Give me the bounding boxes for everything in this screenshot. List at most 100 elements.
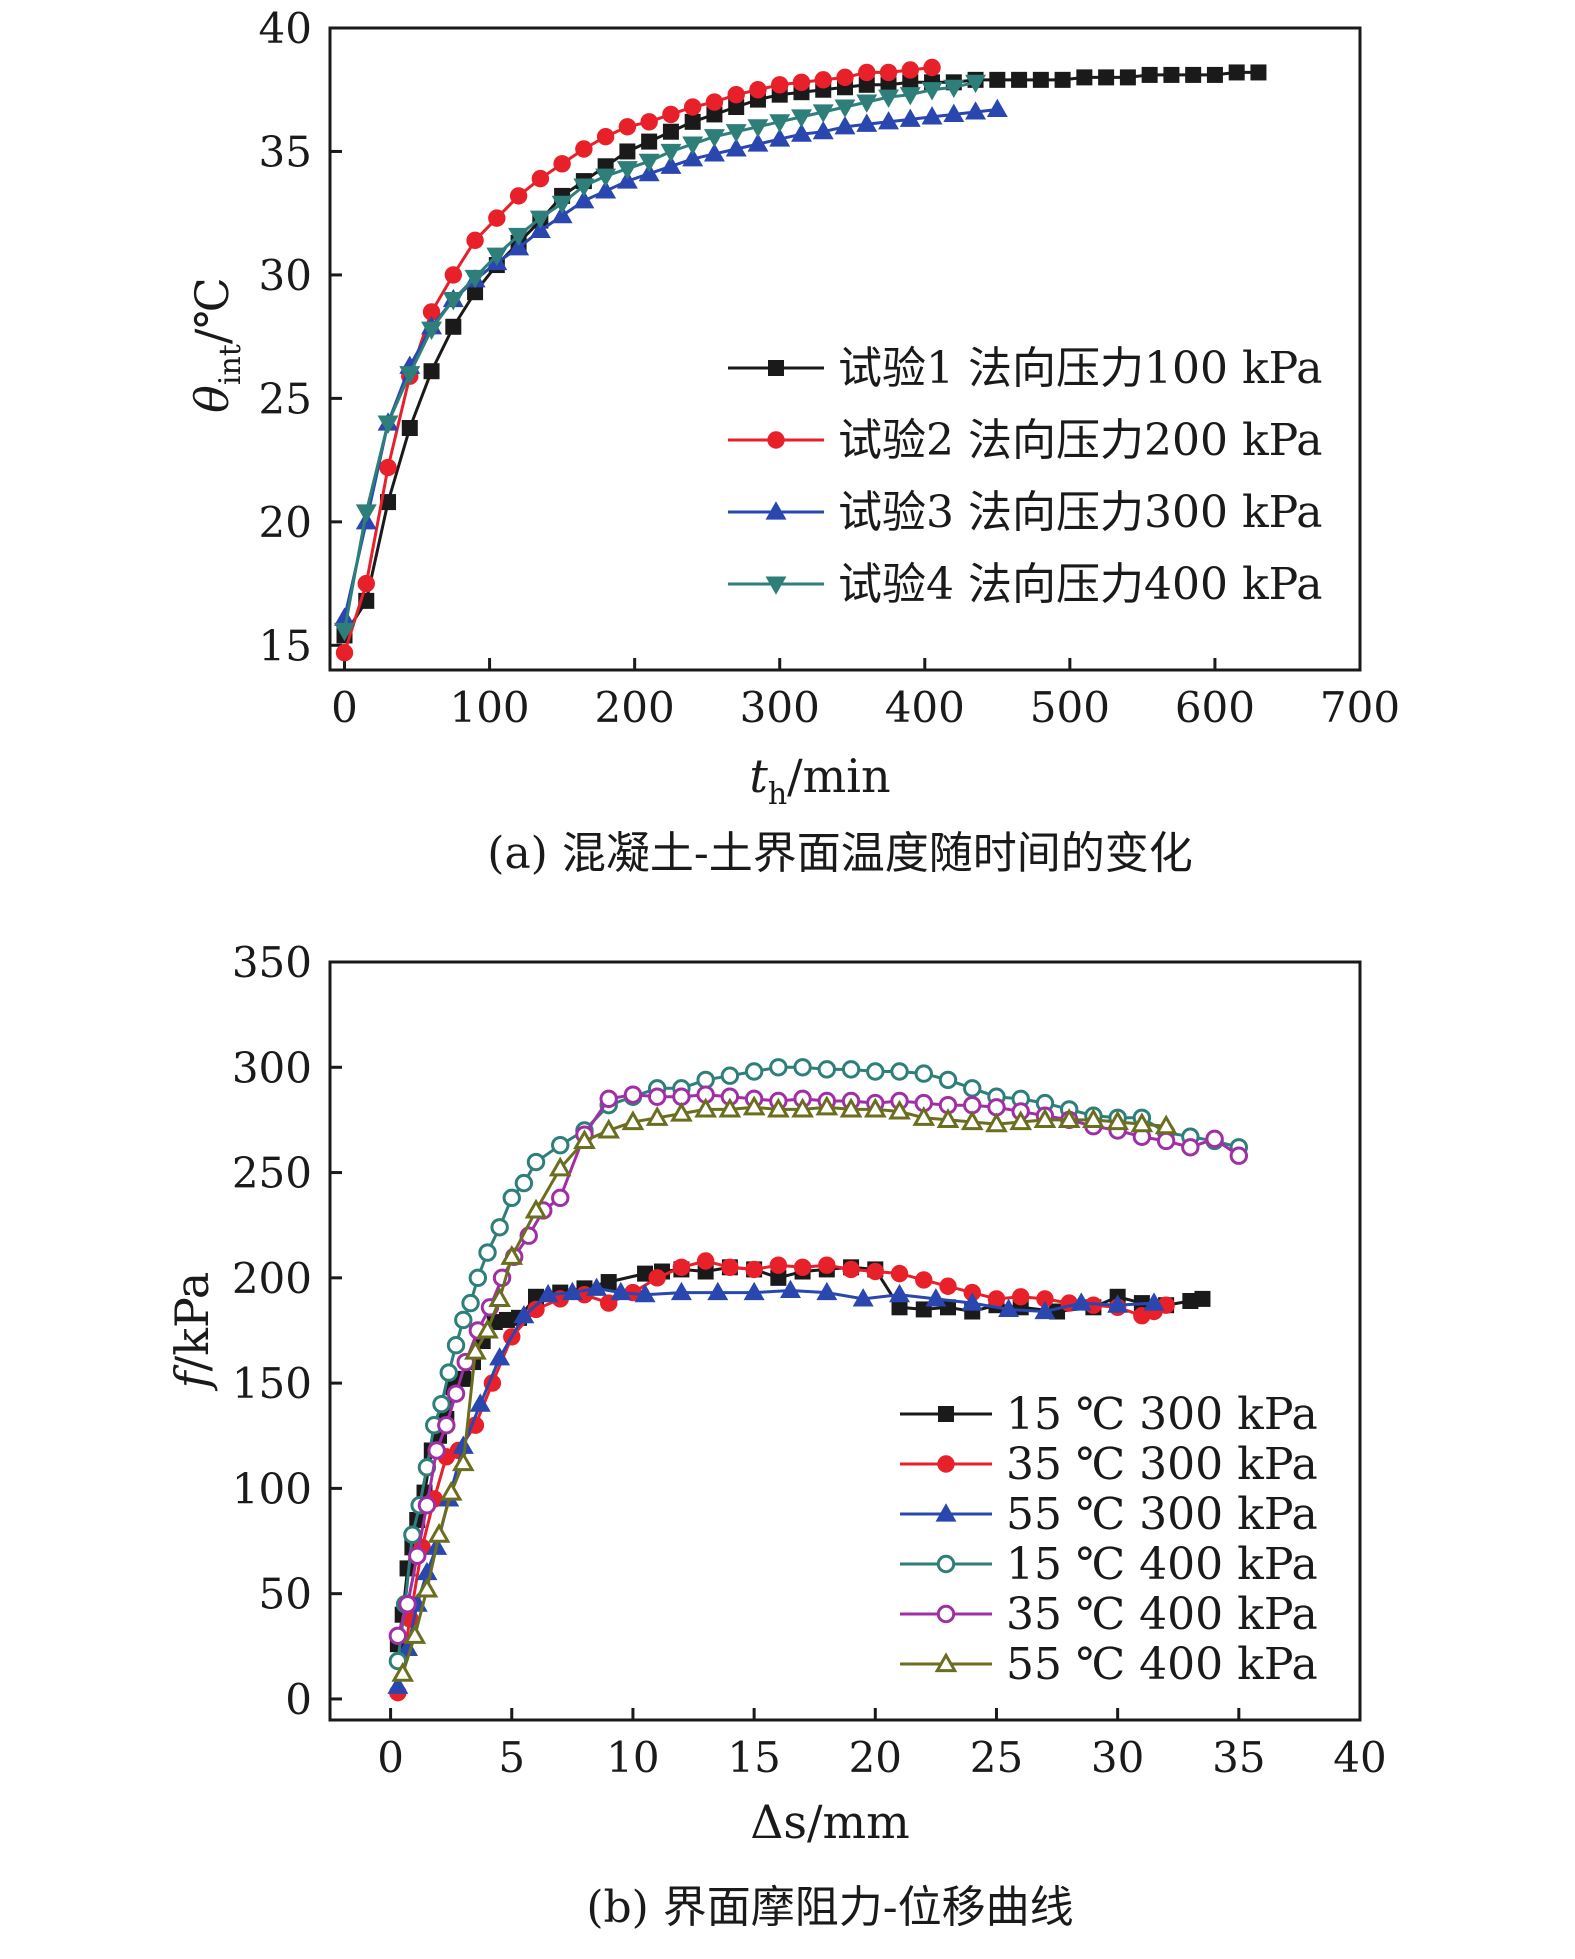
chart-b-series-4-point [914, 1064, 933, 1083]
chart-a-series-1-point [1011, 71, 1028, 88]
chart-a-series-4-point [703, 129, 725, 148]
chart-b-y-tick-label: 150 [232, 1359, 312, 1408]
chart-a-series-2-point [879, 63, 898, 82]
chart-a-x-tick-label: 600 [1175, 683, 1255, 732]
chart-b-legend-marker-3 [935, 1503, 957, 1522]
chart-a-series-4-point [682, 136, 704, 155]
chart-a-series-3-point [899, 108, 921, 127]
chart-b-series-6-point [670, 1101, 693, 1122]
chart-b-y-tick-label: 0 [285, 1675, 312, 1724]
chart-b-series-6-point [464, 1339, 487, 1360]
chart-b-series-3-point [1107, 1294, 1129, 1313]
chart-b-series-6-point [1082, 1108, 1105, 1128]
chart-b-series-4-point [478, 1243, 497, 1262]
chart-a-series-3-point [573, 190, 595, 209]
chart-b-series-6-point [597, 1118, 621, 1139]
chart-b-series-4-point [439, 1363, 458, 1382]
chart-b-series-6-point [415, 1577, 439, 1598]
chart-a-series-4-point [899, 87, 921, 106]
chart-b-series-6-point [621, 1110, 645, 1131]
chart-a-series-1-point [1206, 66, 1223, 83]
chart-b-series-3-point [387, 1675, 409, 1694]
chart-b-legend-label-3: 55 ℃ 300 kPa [1006, 1489, 1318, 1540]
chart-a-series-4-point [834, 99, 856, 118]
chart-b-legend-marker-6 [934, 1652, 958, 1673]
chart-a-series-2-point [858, 63, 876, 82]
chart-b-series-4-point [468, 1268, 488, 1288]
chart-b-x-tick-label: 40 [1333, 1733, 1386, 1782]
chart-a-series-3-point [660, 155, 682, 174]
chart-a-legend: 试验1 法向压力100 kPa 试验2 法向压力200 kPa 试验3 法向压力30… [728, 343, 1322, 610]
chart-b-series-4-line [396, 1065, 1240, 1662]
chart-b-x-tick-label: 15 [727, 1733, 780, 1782]
chart-b-series-4-point [461, 1293, 480, 1313]
chart-a-x-tick-label: 200 [595, 683, 675, 732]
chart-a-series-2-point [814, 71, 832, 89]
chart-b-series-5-point [388, 1626, 408, 1645]
chart-b-series-5-point [1156, 1131, 1176, 1151]
chart-a-plot-frame [328, 26, 1362, 672]
chart-a-series-1-point [1185, 66, 1202, 83]
chart-b-series-2-point [939, 1277, 957, 1295]
chart-a-series-1-point [1163, 66, 1180, 83]
chart-a-series-2-point [683, 98, 702, 116]
chart-a-series-3-point [725, 138, 747, 157]
chart-a-series-4-point [486, 247, 508, 266]
chart-b-series-6-point [451, 1451, 475, 1472]
chart-b-x-tick-label: 10 [606, 1733, 659, 1782]
chart-a-series-3-point [551, 204, 573, 224]
chart-b-series-6-point [742, 1095, 766, 1116]
chart-b-series-4-point [490, 1218, 509, 1237]
chart-b-series-3-point [610, 1281, 632, 1301]
chart-b-series-2-point [769, 1256, 788, 1274]
chart-b-series-3-point [670, 1281, 692, 1301]
chart-a-legend-label-2: 试验2 法向压力200 kPa [838, 415, 1322, 466]
chart-a-x-tick-label: 100 [449, 683, 529, 732]
chart-b-series-3-point [889, 1283, 911, 1303]
chart-b-series-3-point [961, 1292, 983, 1311]
chart-a-series-4-point [856, 94, 878, 113]
chart-a-series-1-point [1228, 64, 1245, 81]
chart-b-series-3-point [1034, 1300, 1056, 1320]
chart-a-caption: (a) 混凝土-土界面温度随时间的变化 [487, 828, 1192, 879]
chart-b-series-3-point [707, 1281, 729, 1301]
chart-a-legend-marker-1 [768, 360, 784, 376]
chart-a-series-3-point [616, 170, 638, 189]
chart-a-series-3-point [703, 143, 725, 162]
chart-b-x-tick-label: 35 [1212, 1733, 1265, 1782]
chart-b-series-6-point [488, 1287, 511, 1307]
chart-b-series-1-point [891, 1299, 908, 1316]
chart-b-series-3-point [743, 1281, 765, 1301]
chart-b-series-4-point [551, 1135, 570, 1155]
chart-b-y-tick-label: 50 [259, 1570, 312, 1619]
chart-b-x-tick-label: 20 [849, 1733, 902, 1782]
chart-b-series-4-point [432, 1394, 451, 1414]
chart-a-series-4 [334, 74, 987, 642]
chart-a-series-1-point [662, 123, 679, 140]
chart-b-series-3-point [1070, 1292, 1092, 1311]
chart-a-series-4-point [421, 321, 443, 341]
chart-b-series-4-point [446, 1336, 466, 1355]
chart-a-series-3-point [595, 180, 617, 199]
chart-b-series-6-point [1130, 1112, 1154, 1133]
chart-a-series-2-point [923, 58, 941, 77]
chart-b-series-5-point [427, 1441, 446, 1460]
chart-a-series-3-point [834, 116, 856, 135]
chart-a-y-tick-label: 35 [259, 127, 312, 176]
chart-b-series-6-point [548, 1156, 572, 1177]
chart-b-friction-vs-displacement: 0 5 10 15 20 25 30 35 40 0 50 100 150 200 250 300 350 15… [165, 938, 1387, 1933]
chart-b-y-tick-label: 300 [232, 1043, 312, 1092]
chart-a-series-3-point [508, 236, 530, 256]
chart-b-series-6-point [1009, 1110, 1033, 1131]
chart-a-series-4-point [442, 292, 464, 311]
chart-b-series-4-point [514, 1173, 534, 1193]
chart-b-series-3-point [1143, 1292, 1165, 1311]
chart-b-x-tick-label: 25 [970, 1733, 1023, 1782]
chart-b-y-tick-label: 100 [232, 1464, 312, 1513]
chart-a-series-4-point [638, 153, 660, 173]
chart-b-series-5-point [599, 1089, 618, 1109]
chart-a-series-2-point [335, 644, 354, 662]
chart-b-series-4-point [744, 1062, 764, 1081]
chart-a-series-4-point [355, 504, 377, 523]
chart-a-series-3 [334, 98, 1008, 626]
